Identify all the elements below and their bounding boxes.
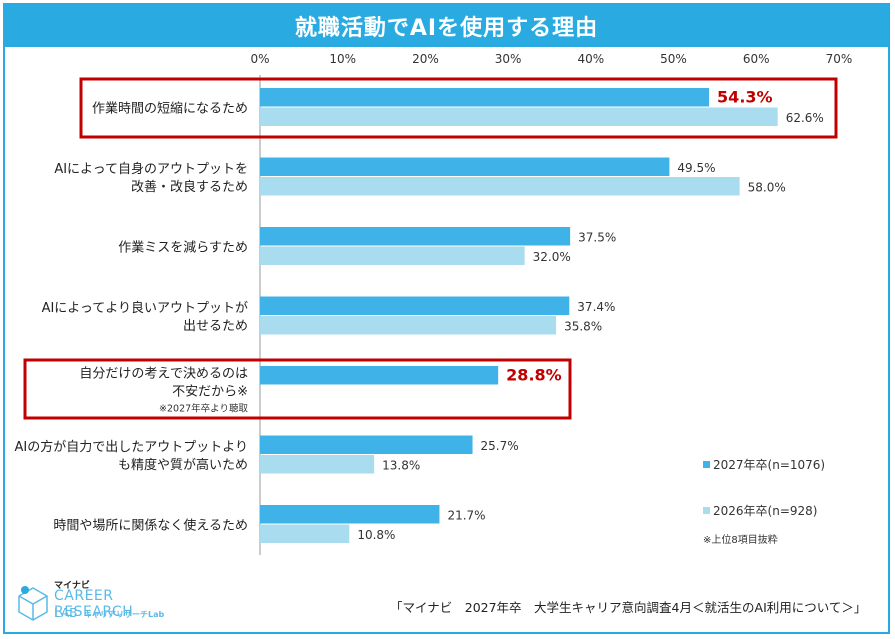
bar-2026 <box>260 246 525 265</box>
career-research-lab-logo: マイナビ CAREER RESEARCH LAB キャリアリサーチLab <box>16 578 186 628</box>
logo-text-sub: キャリアリサーチLab <box>84 610 165 619</box>
value-label-2027: 28.8% <box>506 365 562 384</box>
category-label: 作業時間の短縮になるため <box>92 101 248 117</box>
category-note: ※2027年卒より聴取 <box>159 403 248 415</box>
x-tick-label: 0% <box>250 52 269 66</box>
category-label: AIの方が自力で出したアウトプットより <box>15 439 248 455</box>
value-label-2027: 37.4% <box>577 300 615 314</box>
value-label-2027: 54.3% <box>717 87 773 106</box>
legend: 2027年卒(n=1076) 2026年卒(n=928) ※上位8項目抜粋 <box>703 455 825 546</box>
highlight-box <box>23 358 572 420</box>
category-label: 自分だけの考えで決めるのは <box>79 367 248 382</box>
bar-2027 <box>260 157 670 176</box>
category-label: 不安だから※ <box>172 385 248 400</box>
legend-label-2026: 2026年卒(n=928) <box>713 503 818 518</box>
bar-2026 <box>260 316 557 335</box>
x-tick-label: 30% <box>495 52 522 66</box>
legend-label-2027: 2027年卒(n=1076) <box>713 457 826 472</box>
value-label-2026: 13.8% <box>382 458 420 472</box>
category-label: 出せるため <box>183 319 248 334</box>
cube-logo-icon <box>18 586 48 621</box>
value-label-2026: 62.6% <box>786 111 824 125</box>
legend-item-2027: 2027年卒(n=1076) <box>703 455 825 473</box>
value-label-2027: 21.7% <box>447 508 485 522</box>
highlight-box <box>79 77 838 139</box>
bar-2026 <box>260 455 375 474</box>
value-label-2026: 58.0% <box>748 180 786 194</box>
x-tick-label: 50% <box>660 52 687 66</box>
legend-item-2026: 2026年卒(n=928) <box>703 501 825 519</box>
x-tick-label: 10% <box>329 52 356 66</box>
value-label-2026: 35.8% <box>564 319 602 333</box>
chart-title: 就職活動でAIを使用する理由 <box>5 5 888 47</box>
bar-2027 <box>260 505 440 524</box>
legend-note: ※上位8項目抜粋 <box>703 535 778 546</box>
legend-swatch-2026 <box>703 506 710 514</box>
value-label-2027: 49.5% <box>677 161 715 175</box>
logo-text-main: CAREER RESEARCH <box>54 588 134 620</box>
x-tick-label: 40% <box>577 52 604 66</box>
bar-2027 <box>260 435 473 454</box>
category-label: 作業ミスを減らすため <box>118 240 248 256</box>
source-citation: 「マイナビ 2027年卒 大学生キャリア意向調査4月＜就活生のAI利用について＞… <box>390 600 867 615</box>
bar-2026 <box>260 107 778 126</box>
category-label: AIによって自身のアウトプットを <box>54 161 248 177</box>
bar-2027 <box>260 296 570 315</box>
bar-2027 <box>260 366 499 385</box>
value-label-2027: 25.7% <box>481 439 519 453</box>
category-label: 改善・改良するため <box>131 179 248 195</box>
value-label-2026: 10.8% <box>357 528 395 542</box>
logo-text-mynavi: マイナビ <box>54 581 90 591</box>
bar-2027 <box>260 88 710 107</box>
value-label-2026: 32.0% <box>533 250 571 264</box>
x-tick-label: 60% <box>743 52 770 66</box>
value-label-2027: 37.5% <box>578 230 616 244</box>
logo-text-lab: LAB <box>54 606 78 620</box>
bar-2027 <box>260 227 571 246</box>
category-label: AIによってより良いアウトプットが <box>42 300 248 316</box>
legend-swatch-2027 <box>703 460 710 468</box>
x-tick-label: 70% <box>826 52 853 66</box>
category-label: も精度や質が高いため <box>118 457 248 473</box>
bar-2026 <box>260 524 350 543</box>
x-tick-label: 20% <box>412 52 439 66</box>
category-label: 時間や場所に関係なく使えるため <box>53 518 248 534</box>
bar-2026 <box>260 177 740 196</box>
